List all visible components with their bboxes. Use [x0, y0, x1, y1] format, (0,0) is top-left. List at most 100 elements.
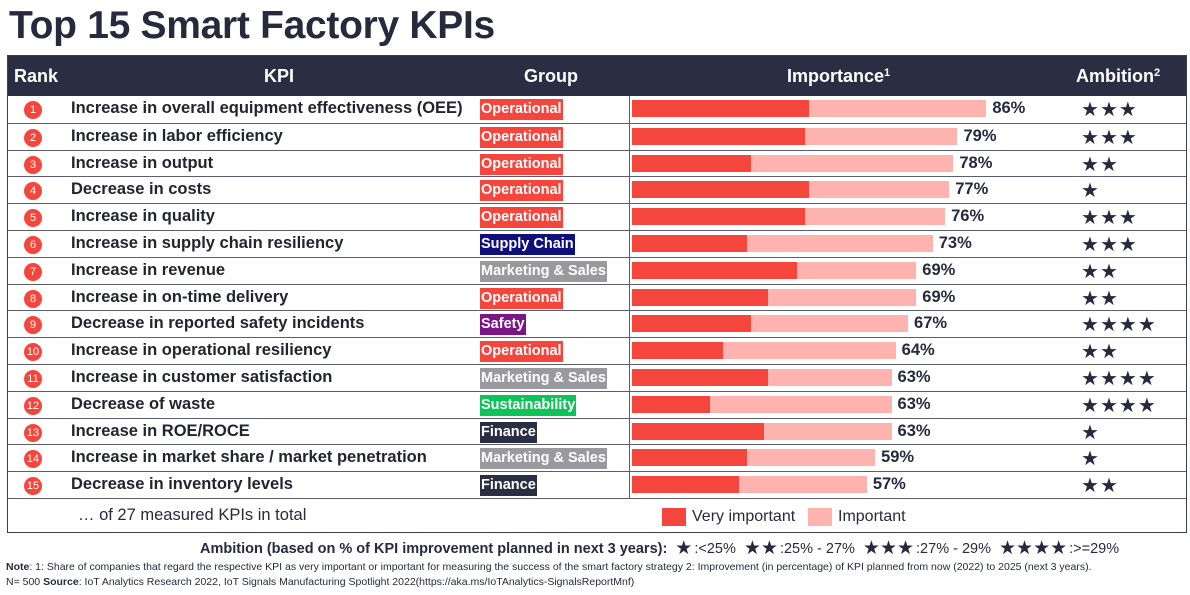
header-ambition-footnote: 2	[1154, 67, 1161, 79]
bar-total-label: 64%	[901, 341, 935, 360]
ambition-range: :27% - 29%	[916, 540, 991, 557]
star-icon: ★	[1118, 233, 1138, 256]
kpi-label: Decrease in inventory levels	[71, 475, 293, 494]
star-icon: ★	[1081, 126, 1100, 149]
importance-bar-area: 79%	[629, 123, 1069, 150]
star-icon: ★	[675, 538, 693, 559]
group-badge: Operational	[480, 180, 563, 202]
star-icon: ★	[1137, 394, 1157, 417]
bar-very-important	[632, 127, 806, 145]
group-badge: Finance	[480, 421, 537, 443]
ambition-stars: ★★	[1081, 152, 1119, 177]
table-row: 13 Increase in ROE/ROCE Finance 63% ★	[8, 417, 1186, 445]
star-icon: ★	[1118, 126, 1138, 149]
importance-bar-area: 63%	[629, 364, 1069, 391]
legend-swatch-important	[808, 507, 832, 526]
header-importance-footnote: 1	[884, 67, 891, 79]
header-ambition-label: Ambition	[1076, 66, 1154, 86]
star-icon: ★	[1099, 341, 1119, 364]
header-importance-label: Importance	[787, 66, 885, 86]
star-icon: ★	[1099, 260, 1119, 283]
table-row: 10 Increase in operational resiliency Oper…	[8, 337, 1186, 364]
bar-total-label: 79%	[963, 126, 997, 145]
star-icon: ★	[1081, 367, 1100, 390]
bar-total-label: 59%	[881, 448, 915, 467]
star-icon: ★	[1081, 260, 1100, 283]
star-icon: ★★★★	[999, 538, 1068, 559]
table-row: 4 Decrease in costs Operational 77% ★	[8, 176, 1186, 204]
footnote-line-2: N= 500 Source: IoT Analytics Research 20…	[6, 575, 1092, 590]
kpi-label: Increase in labor efficiency	[71, 126, 283, 145]
group-badge: Marketing & Sales	[480, 260, 607, 282]
importance-bar-area: 69%	[629, 257, 1069, 284]
bar-total-label: 69%	[922, 287, 956, 306]
ambition-stars: ★★	[1081, 259, 1119, 284]
group-badge: Safety	[480, 314, 526, 336]
star-icon: ★	[1137, 367, 1157, 390]
star-icon: ★	[1081, 287, 1100, 310]
group-badge: Operational	[480, 287, 563, 309]
ambition-stars: ★★	[1081, 286, 1119, 311]
bar-very-important	[632, 315, 752, 333]
bar-total-label: 77%	[955, 180, 989, 199]
star-icon: ★	[1081, 341, 1100, 364]
ambition-legend-item: ★★:25% - 27%	[744, 537, 855, 560]
table-row: 1 Increase in overall equipment effective…	[8, 96, 1186, 123]
rank-badge: 9	[24, 316, 42, 335]
group-badge: Operational	[480, 153, 563, 175]
kpi-label: Increase in ROE/ROCE	[71, 421, 250, 440]
rank-badge: 1	[24, 101, 42, 119]
ambition-stars: ★★★★	[1081, 312, 1157, 337]
header-rank: Rank	[14, 66, 59, 86]
kpi-label: Increase in quality	[71, 207, 215, 226]
star-icon: ★	[1118, 207, 1138, 230]
star-icon: ★	[1099, 475, 1119, 498]
bar-very-important	[632, 100, 810, 117]
table-body: 1 Increase in overall equipment effective…	[8, 96, 1186, 498]
page-title: Top 15 Smart Factory KPIs	[9, 4, 495, 47]
footnote-line-1: Note: 1: Share of companies that regard …	[6, 560, 1092, 575]
group-badge: Finance	[480, 475, 537, 497]
star-icon: ★	[1081, 180, 1100, 203]
star-icon: ★	[1118, 367, 1138, 390]
ambition-stars: ★★★	[1081, 232, 1138, 257]
footnote: Note: 1: Share of companies that regard …	[6, 560, 1092, 590]
ambition-stars: ★	[1081, 420, 1100, 445]
star-icon: ★	[1099, 207, 1119, 230]
group-badge: Marketing & Sales	[480, 448, 607, 470]
star-icon: ★	[1081, 448, 1100, 471]
kpi-label: Increase in overall equipment effectiven…	[71, 99, 463, 117]
rank-badge: 12	[24, 396, 42, 415]
kpi-label: Increase in market share / market penetr…	[71, 448, 427, 467]
bar-total-label: 63%	[897, 367, 931, 386]
importance-bar-area: 59%	[629, 445, 1069, 472]
group-badge: Operational	[480, 99, 563, 120]
star-icon: ★	[1099, 233, 1119, 256]
header-importance: Importance1	[787, 66, 890, 87]
group-badge: Operational	[480, 207, 563, 229]
table-row: 6 Increase in supply chain resiliency Supp…	[8, 229, 1186, 257]
bar-very-important	[632, 154, 752, 172]
ambition-stars: ★★★	[1081, 205, 1138, 230]
ambition-stars: ★★	[1081, 473, 1119, 498]
rank-badge: 15	[24, 477, 42, 496]
kpi-label: Increase in customer satisfaction	[71, 367, 333, 386]
ambition-stars: ★	[1081, 446, 1100, 471]
table-row: 14 Increase in market share / market pene…	[8, 444, 1186, 472]
bar-total-label: 69%	[922, 260, 956, 279]
ambition-range: :>=29%	[1069, 540, 1120, 557]
table-row: 12 Decrease of waste Sustainability 63% ★★★★	[8, 390, 1186, 418]
ambition-stars: ★★★★	[1081, 366, 1157, 391]
ambition-stars: ★★★	[1081, 97, 1138, 122]
kpi-label: Decrease of waste	[71, 394, 215, 413]
ambition-range: :<25%	[694, 540, 736, 557]
bar-total-label: 76%	[951, 207, 985, 226]
star-icon: ★	[1099, 314, 1119, 337]
bar-total-label: 67%	[914, 314, 948, 333]
total-kpis-note: … of 27 measured KPIs in total	[78, 505, 307, 524]
table-header: Rank KPI Group Importance1 Ambition2	[8, 56, 1186, 96]
rank-badge: 2	[24, 128, 42, 147]
importance-bar-area: 86%	[629, 96, 1069, 123]
star-icon: ★	[1081, 153, 1100, 176]
kpi-label: Decrease in costs	[71, 180, 212, 199]
